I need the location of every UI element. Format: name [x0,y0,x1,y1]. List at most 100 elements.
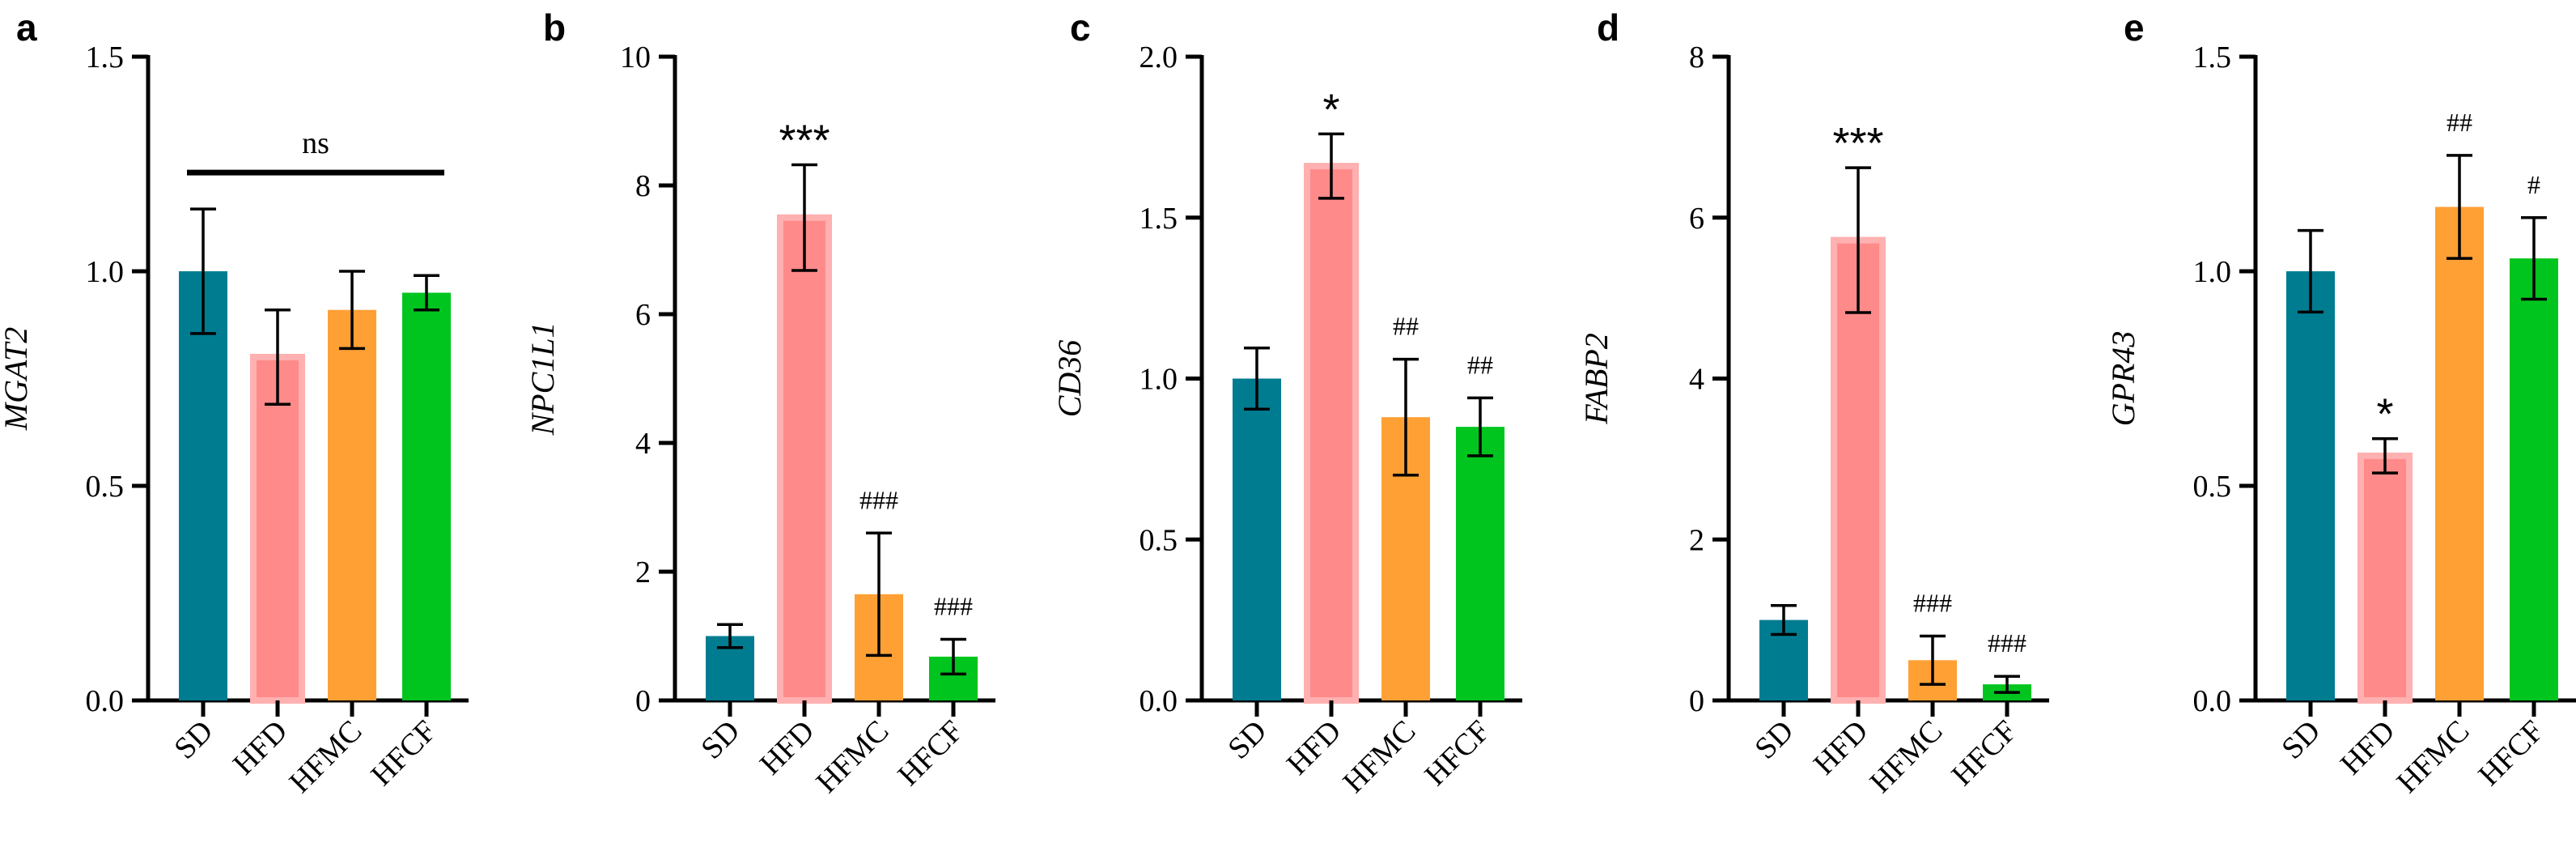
y-tick-label: 0.5 [86,470,125,504]
error-bar [2447,154,2472,260]
panel-e: e 0.0 0.5 1.0 1.5 GPR43 SD HFD * HFMC ## HFCF # [2105,6,2576,800]
y-tick-label: 2 [635,555,651,589]
significance-label: ## [1393,312,1419,341]
error-bar [1845,166,1871,314]
y-tick-label: 2.0 [1139,40,1178,74]
y-tick-label: 6 [1689,202,1704,236]
error-bar [2521,216,2547,301]
significance-label: # [2527,170,2540,199]
x-tick-label: HFD [2334,714,2401,781]
significance-label: *** [779,117,830,165]
significance-label: ## [2447,108,2472,137]
y-tick-label: 2 [1689,523,1704,557]
y-tick-label: 1.5 [86,40,125,74]
significance-label: * [2376,390,2393,439]
x-tick-label: HFCF [364,714,443,793]
bar-hfmc [328,309,376,700]
y-tick-label: 6 [635,298,651,332]
error-bar [791,163,817,272]
y-axis-title: GPR43 [2105,331,2141,427]
x-tick-label: HFD [1280,714,1347,781]
bar-hfd [1304,163,1359,704]
bar-hfd [2357,452,2413,704]
significance-label: ### [934,591,973,620]
panel-b: b 0 2 4 6 8 10 NPC1L1 SD HFD *** HFMC ### HFCF ### [524,6,995,800]
x-tick-label: HFCF [891,714,970,793]
significance-label: ### [1988,628,2026,658]
x-tick-label: HFCF [1945,714,2023,793]
x-tick-label: SD [1748,714,1800,766]
significance-label: *** [1832,119,1883,168]
x-tick-label: SD [694,714,746,766]
x-tick-label: SD [1221,714,1273,766]
x-tick-label: HFCF [2472,714,2550,793]
bar-hfcf [2510,258,2558,701]
x-tick-label: HFMC [809,714,895,800]
x-tick-label: HFMC [2390,714,2476,800]
error-bar [339,270,365,351]
error-bar [940,637,966,676]
y-axis-title: MGAT2 [0,327,34,431]
x-tick-label: HFMC [1336,714,1422,800]
error-bar [1920,634,1946,686]
error-bar [190,207,216,335]
error-bar [1994,675,2020,694]
x-tick-label: SD [168,714,219,766]
y-tick-label: 1.0 [86,255,125,289]
error-bar [1318,132,1344,200]
error-bar [866,531,892,658]
y-tick-label: 0.0 [2193,684,2232,718]
bar-sd [179,271,227,700]
error-bar [717,623,743,649]
bar-hfd [777,214,832,704]
y-tick-label: 0 [635,684,651,718]
panel-d: d 0 2 4 6 8 FABP2 SD HFD *** HFMC ### HFCF ### [1578,6,2049,800]
significance-label: ### [1913,589,1952,618]
y-tick-label: 4 [635,427,651,461]
x-tick-label: HFD [227,714,294,781]
y-tick-label: 1.0 [1139,363,1178,397]
y-axis-title: NPC1L1 [524,321,561,436]
bar-sd [1233,378,1281,700]
panel-letter: c [1070,6,1091,49]
significance-label: ### [859,485,898,514]
y-axis-title: CD36 [1051,340,1088,418]
error-bar [1393,357,1419,477]
y-tick-label: 0.5 [2193,470,2232,504]
error-bar [1244,346,1270,411]
significance-label: ## [1467,350,1493,379]
x-tick-label: HFMC [282,714,368,800]
y-axis-title: FABP2 [1578,333,1615,425]
y-tick-label: 0.5 [1139,523,1178,557]
error-bar [414,274,439,312]
y-tick-label: 10 [620,40,651,74]
panel-c: c 0.0 0.5 1.0 1.5 2.0 CD36 SD HFD * HFMC ## HFCF ## [1051,6,1522,800]
bar-hfmc [2435,206,2484,700]
significance-label: * [1322,85,1339,134]
y-tick-label: 1.5 [1139,202,1178,236]
x-tick-label: HFMC [1863,714,1949,800]
y-tick-label: 1.5 [2193,40,2232,74]
bar-sd [2286,271,2335,700]
bar-hfcf [402,292,451,700]
x-tick-label: HFCF [1418,714,1496,793]
x-tick-label: SD [2275,714,2327,766]
panel-letter: a [16,6,37,49]
bar-hfcf [1456,427,1504,700]
x-tick-label: HFD [1807,714,1874,781]
ns-label: ns [302,126,329,160]
bar-hfd [250,354,305,704]
y-tick-label: 8 [635,169,651,203]
y-tick-label: 0.0 [1139,684,1178,718]
y-tick-label: 1.0 [2193,255,2232,289]
y-tick-label: 0.0 [86,684,125,718]
error-bar [1771,603,1797,636]
y-tick-label: 4 [1689,363,1704,397]
y-tick-label: 0 [1689,684,1704,718]
panel-letter: b [543,6,566,49]
error-bar [1467,396,1493,458]
x-tick-label: HFD [753,714,821,781]
error-bar [2298,228,2323,314]
